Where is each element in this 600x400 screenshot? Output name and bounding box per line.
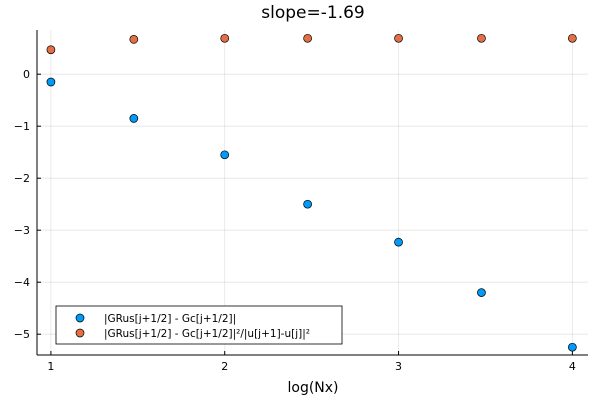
x-tick-label: 4 <box>569 360 576 373</box>
data-point-series-2 <box>220 33 230 43</box>
data-point-series-2 <box>129 35 139 44</box>
data-point-series-1 <box>46 77 56 87</box>
data-point-series-1 <box>477 288 486 297</box>
y-tick-label: −2 <box>14 172 30 185</box>
y-tick-label: 0 <box>23 68 30 81</box>
y-tick-label: −1 <box>14 120 30 133</box>
legend-box <box>55 305 343 345</box>
legend-marker-series-1 <box>75 313 85 323</box>
legend-label-series-1: |GRus[j+1/2] - Gc[j+1/2]| <box>104 313 236 325</box>
data-point-series-1 <box>129 114 139 123</box>
legend: |GRus[j+1/2] - Gc[j+1/2]| |GRus[j+1/2] -… <box>55 305 343 345</box>
y-tick-label: −4 <box>14 276 30 289</box>
legend-label-series-2: |GRus[j+1/2] - Gc[j+1/2]|²/|u[j+1]-u[j]|… <box>104 328 310 340</box>
data-point-series-2 <box>46 45 56 55</box>
x-tick-label: 3 <box>395 360 402 373</box>
data-point-series-1 <box>568 342 577 352</box>
data-point-series-2 <box>477 33 486 43</box>
data-point-series-2 <box>303 33 312 43</box>
axes <box>36 30 588 356</box>
legend-marker-series-2 <box>75 328 85 338</box>
data-point-series-2 <box>394 33 403 43</box>
y-tick-labels: 0 −1 −2 −3 −4 −5 <box>14 68 30 341</box>
chart-title: slope=-1.69 <box>261 3 364 23</box>
data-point-series-1 <box>303 199 312 209</box>
data-points <box>46 33 577 352</box>
x-tick-labels: 1 2 3 4 <box>47 360 575 373</box>
data-point-series-2 <box>568 33 577 43</box>
y-tick-label: −3 <box>14 224 30 237</box>
x-tick-label: 1 <box>47 360 54 373</box>
x-tick-label: 2 <box>221 360 228 373</box>
data-point-series-1 <box>394 237 403 247</box>
x-axis-label: log(Nx) <box>287 380 338 396</box>
data-point-series-1 <box>220 150 230 160</box>
y-tick-label: −5 <box>14 328 30 341</box>
